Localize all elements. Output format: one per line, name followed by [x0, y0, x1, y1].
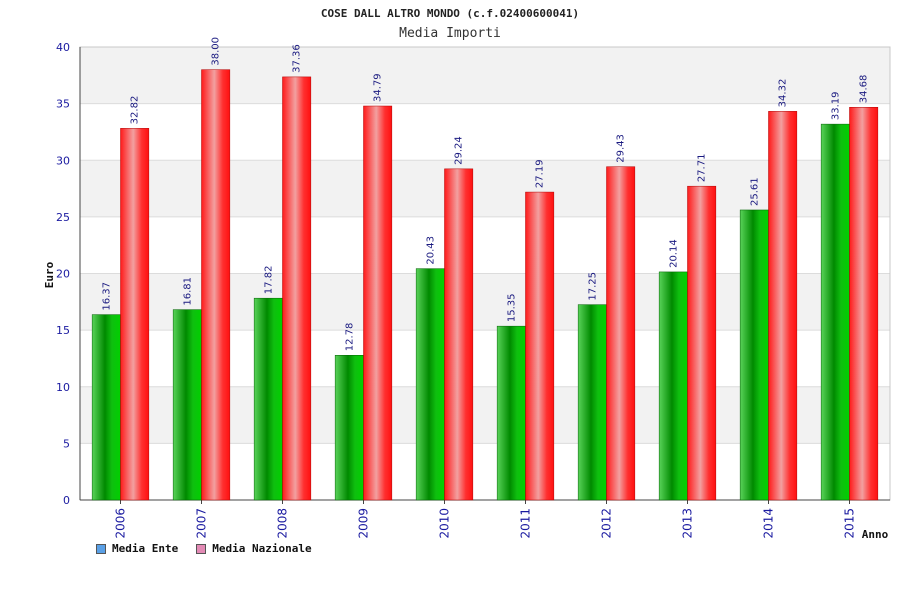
- labels: 16.37 32.82 16.81 38.00 17.82 37.36 12.78 34.79…: [101, 37, 869, 351]
- bar-media-nazionale: [606, 166, 636, 501]
- data-label-media-nazionale: 29.43: [616, 134, 627, 163]
- y-tick-label: 15: [56, 324, 70, 337]
- data-label-media-nazionale: 32.82: [130, 96, 141, 125]
- x-tick-label: 2013: [681, 508, 695, 539]
- x-axis-label: Anno: [862, 528, 889, 541]
- data-label-media-nazionale: 38.00: [211, 37, 222, 66]
- x-tick-label: 2014: [762, 508, 776, 539]
- x-tick-label: 2008: [276, 508, 290, 539]
- data-label-media-ente: 25.61: [749, 177, 760, 206]
- x-tick-label: 2009: [357, 508, 371, 539]
- bar-media-ente: [415, 268, 445, 501]
- data-label-media-ente: 17.82: [263, 266, 274, 295]
- x-tick-label: 2010: [438, 508, 452, 539]
- bar-media-nazionale: [282, 76, 312, 501]
- bar-media-ente: [172, 309, 202, 501]
- bar-media-ente: [658, 271, 688, 501]
- data-label-media-nazionale: 29.24: [454, 136, 465, 165]
- bar-media-ente: [739, 209, 769, 501]
- bar-media-ente: [496, 325, 526, 501]
- x-tick-label: 2015: [843, 508, 857, 539]
- data-label-media-nazionale: 27.19: [535, 159, 546, 188]
- bar-media-nazionale: [120, 128, 150, 501]
- y-tick-label: 20: [56, 268, 70, 281]
- legend-swatch-media-ente: [96, 543, 106, 554]
- x-tick-label: 2012: [600, 508, 614, 539]
- legend-label-media-ente: Media Ente: [112, 542, 179, 555]
- bar-media-nazionale: [687, 185, 717, 501]
- axes: 0 5 10 15 20 25 30 35 40 2006 2007 2008 2009 2010 2011…: [56, 41, 891, 539]
- data-label-media-nazionale: 27.71: [697, 154, 708, 183]
- bar-media-nazionale: [444, 168, 474, 501]
- data-label-media-ente: 12.78: [344, 323, 355, 352]
- chart-title: COSE DALL ALTRO MONDO (c.f.02400600041): [321, 7, 579, 20]
- y-axis-label: Euro: [43, 261, 56, 288]
- data-label-media-ente: 20.14: [668, 239, 679, 268]
- bar-media-nazionale: [201, 69, 231, 501]
- bar-media-nazionale: [849, 106, 879, 501]
- chart-subtitle: Media Importi: [399, 26, 501, 41]
- data-label-media-ente: 16.37: [101, 282, 112, 311]
- y-tick-label: 10: [56, 381, 70, 394]
- data-label-media-ente: 17.25: [587, 272, 598, 301]
- bar-media-nazionale: [768, 111, 798, 501]
- bar-media-ente: [334, 355, 364, 501]
- y-tick-label: 40: [56, 41, 70, 54]
- bar-media-ente: [820, 123, 850, 501]
- legend-item-media-nazionale: Media Nazionale: [196, 542, 312, 555]
- legend-swatch-media-nazionale: [196, 543, 207, 554]
- data-label-media-nazionale: 34.68: [859, 75, 870, 104]
- data-label-media-ente: 15.35: [506, 294, 517, 323]
- data-label-media-ente: 16.81: [182, 277, 193, 306]
- x-tick-label: 2007: [195, 508, 209, 539]
- bar-media-ente: [253, 297, 283, 501]
- data-label-media-nazionale: 37.36: [292, 44, 303, 73]
- data-label-media-ente: 20.43: [425, 236, 436, 265]
- y-tick-label: 0: [63, 494, 70, 507]
- bar-media-nazionale: [525, 191, 555, 501]
- y-tick-label: 30: [56, 154, 70, 167]
- bars: [91, 69, 879, 501]
- legend-label-media-nazionale: Media Nazionale: [212, 542, 312, 555]
- x-tick-label: 2011: [519, 508, 533, 539]
- data-label-media-nazionale: 34.32: [778, 79, 789, 108]
- data-label-media-nazionale: 34.79: [373, 73, 384, 102]
- bar-media-ente: [91, 314, 121, 501]
- y-tick-label: 5: [63, 437, 70, 450]
- x-tick-label: 2006: [114, 508, 128, 539]
- legend: Media Ente Media Nazionale: [96, 542, 312, 555]
- legend-item-media-ente: Media Ente: [96, 542, 178, 555]
- y-tick-label: 25: [56, 211, 70, 224]
- y-tick-label: 35: [56, 98, 70, 111]
- data-label-media-ente: 33.19: [830, 91, 841, 120]
- bar-media-ente: [577, 304, 607, 501]
- bar-media-nazionale: [363, 105, 393, 501]
